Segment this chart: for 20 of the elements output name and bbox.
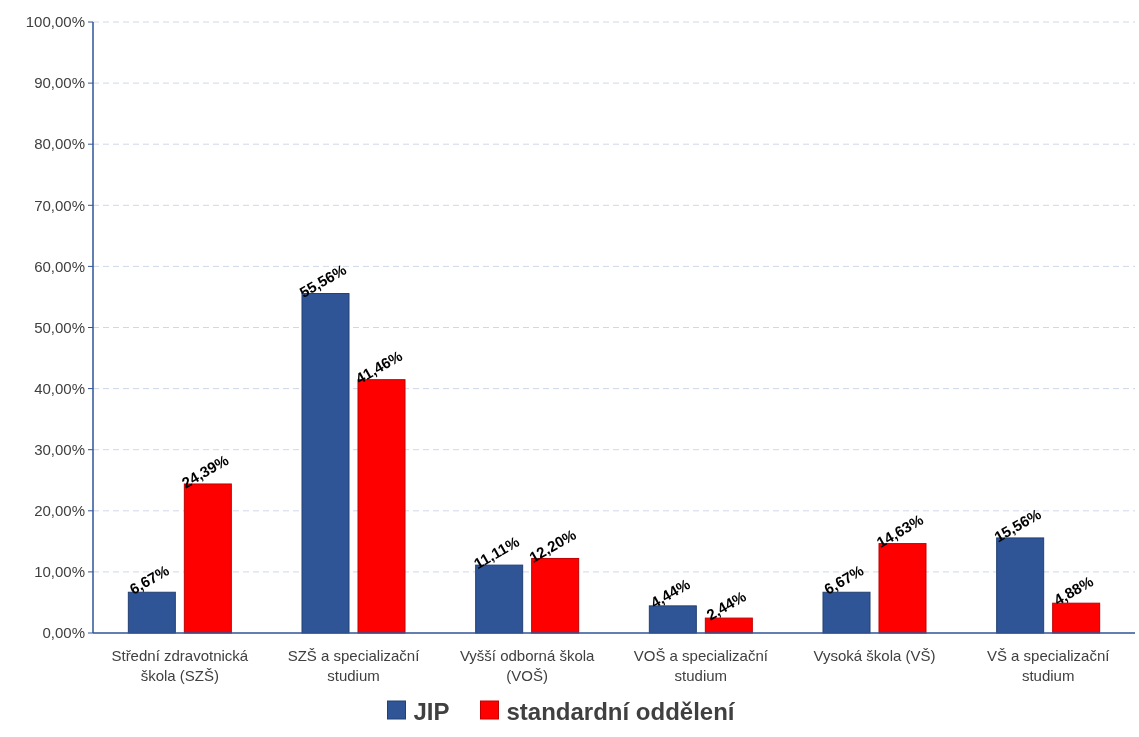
y-tick-label: 100,00% bbox=[25, 13, 85, 31]
x-tick-label: Vyšší odborná škola (VOŠ) bbox=[459, 647, 596, 684]
x-tick-label: Vysoká škola (VŠ) bbox=[813, 647, 936, 664]
bar bbox=[1052, 602, 1101, 634]
y-tick-label: 0,00% bbox=[42, 624, 85, 642]
y-tick-label: 70,00% bbox=[34, 196, 85, 214]
y-tick-label: 30,00% bbox=[34, 440, 85, 458]
y-tick-label: 10,00% bbox=[34, 563, 85, 581]
x-tick-label: Střední zdravotnická škola (SZŠ) bbox=[111, 647, 249, 684]
x-tick-label: VŠ a specializační studium bbox=[986, 647, 1111, 684]
y-tick-label: 90,00% bbox=[34, 74, 85, 92]
x-tick-label: VOŠ a specializační studium bbox=[633, 647, 769, 684]
y-tick-label: 40,00% bbox=[34, 379, 85, 397]
y-tick-label: 60,00% bbox=[34, 257, 85, 275]
legend-label: standardní oddělení bbox=[506, 698, 736, 726]
legend-label: JIP bbox=[413, 698, 450, 726]
y-tick-label: 20,00% bbox=[34, 502, 85, 520]
y-tick-label: 50,00% bbox=[34, 318, 85, 336]
y-tick-label: 80,00% bbox=[34, 135, 85, 153]
x-tick-label: SZŠ a specializační studium bbox=[287, 647, 421, 684]
